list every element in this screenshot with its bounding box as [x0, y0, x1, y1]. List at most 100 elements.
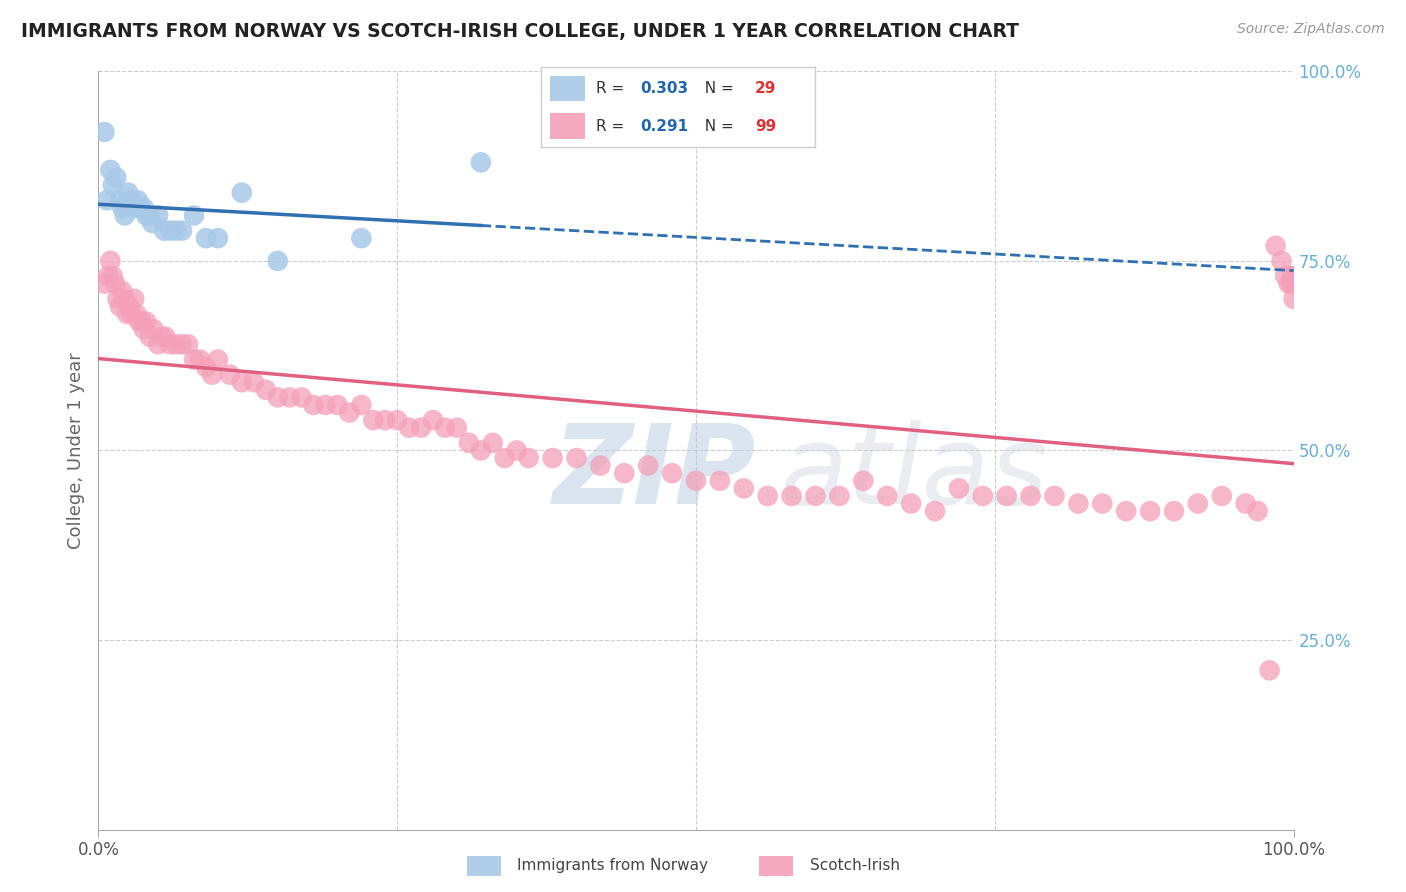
Point [494, 451, 516, 466]
Point [155, 330, 177, 344]
Point [114, 209, 136, 223]
Bar [550, 113, 585, 139]
Point [159, 223, 181, 237]
Point [101, 178, 124, 193]
Point [159, 337, 181, 351]
Point [1211, 489, 1233, 503]
Text: R =: R = [596, 119, 630, 134]
Point [117, 186, 139, 200]
Text: N =: N = [695, 81, 738, 96]
Point [231, 186, 253, 200]
Point [756, 489, 779, 503]
Point [107, 292, 129, 306]
Point [398, 421, 420, 435]
Point [183, 209, 205, 223]
Point [135, 314, 157, 328]
Text: 29: 29 [755, 81, 776, 96]
Point [118, 300, 141, 314]
Point [900, 496, 922, 510]
Point [1043, 489, 1066, 503]
Point [93, 277, 115, 291]
Point [165, 223, 187, 237]
Point [98, 253, 122, 268]
Point [177, 337, 200, 351]
Point [589, 458, 612, 473]
Point [139, 209, 162, 223]
Point [127, 194, 149, 208]
Point [565, 451, 588, 466]
Point [98, 163, 122, 178]
Point [434, 421, 457, 435]
Point [1091, 496, 1114, 510]
Point [104, 277, 127, 291]
Point [924, 504, 946, 518]
Point [685, 474, 707, 488]
Point [183, 352, 205, 367]
Point [995, 489, 1018, 503]
Point [411, 421, 433, 435]
Point [1115, 504, 1137, 518]
Point [1282, 269, 1305, 284]
Point [207, 352, 229, 367]
Point [132, 201, 155, 215]
Point [1187, 496, 1209, 510]
Text: Immigrants from Norway: Immigrants from Norway [517, 858, 709, 872]
Point [804, 489, 827, 503]
Point [131, 314, 153, 328]
Point [315, 398, 337, 412]
Point [1264, 238, 1286, 253]
Text: 99: 99 [755, 119, 776, 134]
Point [1282, 292, 1305, 306]
Point [121, 307, 143, 321]
Point [541, 451, 564, 466]
Point [132, 322, 155, 336]
Point [195, 231, 218, 245]
Point [1163, 504, 1185, 518]
Point [1139, 504, 1161, 518]
Bar [467, 856, 501, 876]
Point [302, 398, 325, 412]
Point [470, 443, 492, 458]
Point [254, 383, 277, 397]
Point [135, 209, 157, 223]
Point [195, 359, 218, 375]
Point [1279, 277, 1302, 291]
Point [231, 376, 253, 390]
Text: N =: N = [695, 119, 738, 134]
Point [243, 376, 266, 390]
Point [470, 155, 492, 169]
Point [120, 194, 142, 208]
Point [517, 451, 540, 466]
Point [101, 269, 124, 284]
Point [97, 269, 120, 284]
Point [458, 436, 481, 450]
Point [207, 231, 229, 245]
Point [481, 436, 505, 450]
Point [124, 201, 146, 215]
Point [278, 391, 301, 405]
Point [876, 489, 898, 503]
Point [96, 194, 118, 208]
Text: R =: R = [596, 81, 630, 96]
Point [1274, 269, 1296, 284]
Point [128, 314, 150, 328]
Bar [550, 76, 585, 102]
Point [637, 458, 659, 473]
Text: Scotch-Irish: Scotch-Irish [810, 858, 900, 872]
Point [1019, 489, 1042, 503]
Point [709, 474, 731, 488]
Point [828, 489, 851, 503]
Point [188, 352, 211, 367]
Point [148, 209, 170, 223]
Point [93, 125, 115, 139]
Point [1247, 504, 1270, 518]
Point [108, 194, 131, 208]
Point [446, 421, 468, 435]
Point [363, 413, 385, 427]
Point [141, 216, 163, 230]
Point [139, 330, 162, 344]
Point [148, 337, 170, 351]
Point [129, 201, 152, 215]
Point [326, 398, 349, 412]
Point [1281, 269, 1303, 284]
